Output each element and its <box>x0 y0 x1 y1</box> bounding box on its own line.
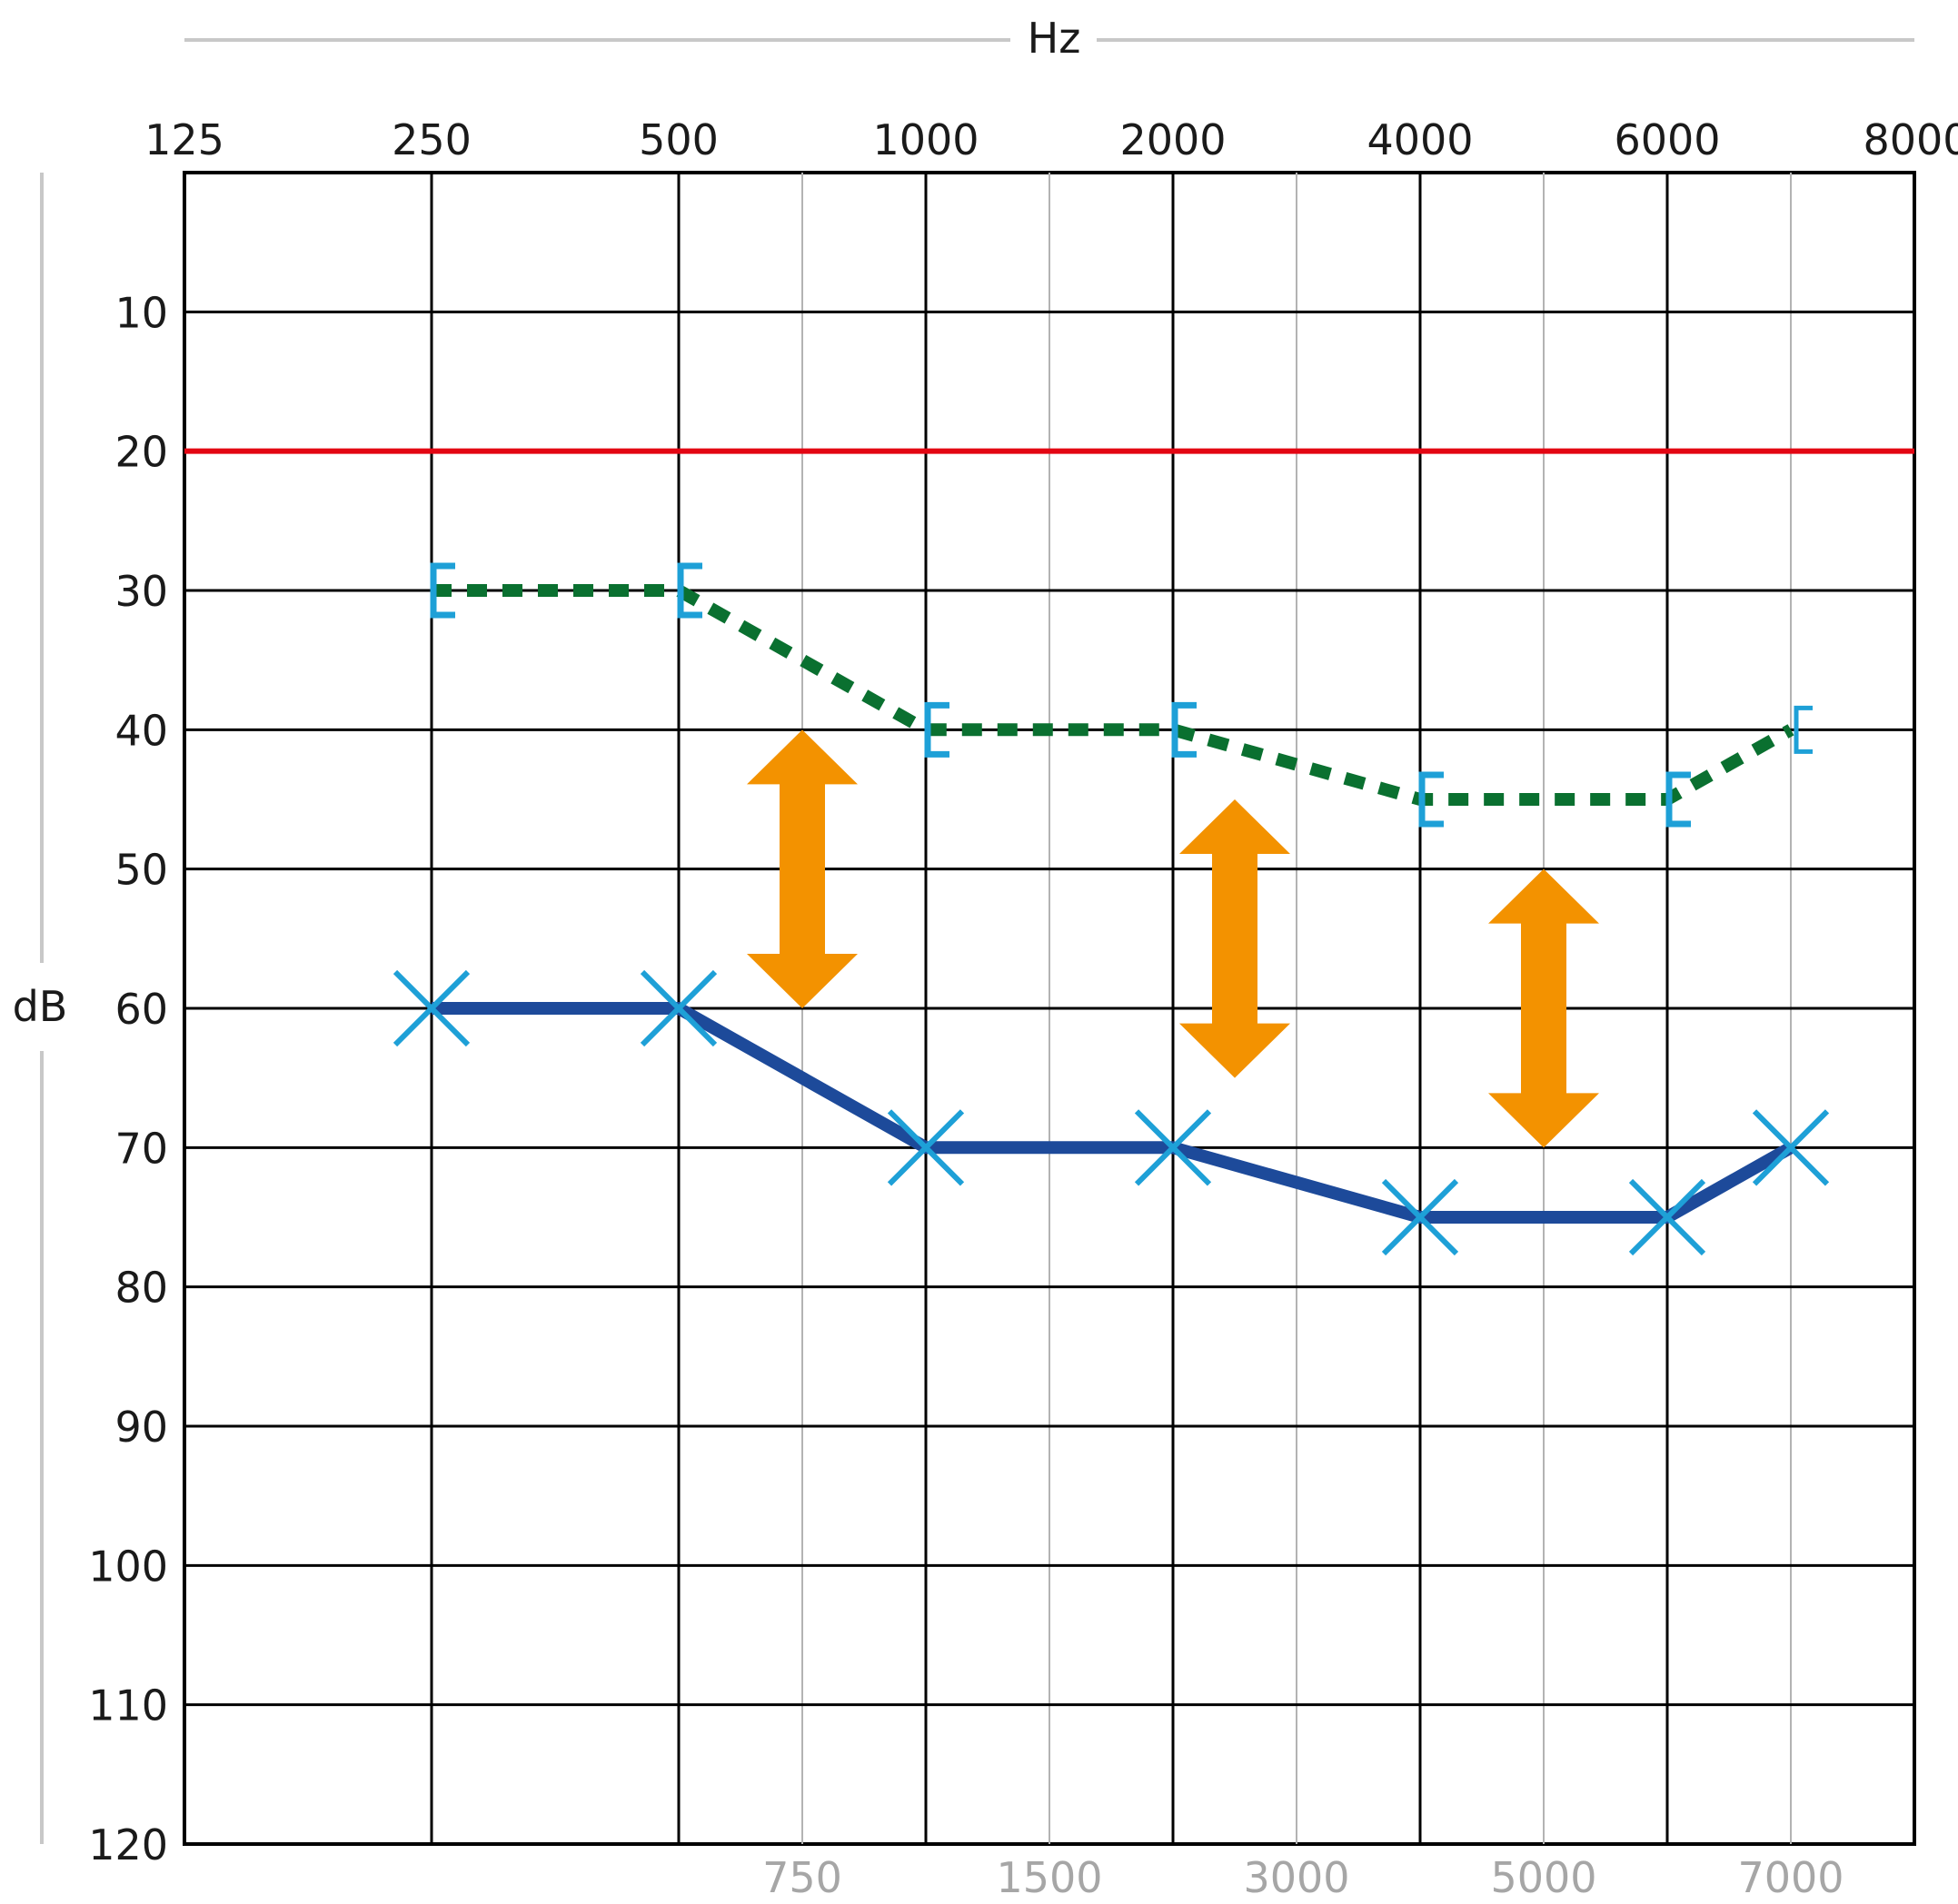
data-point-bracket <box>1418 771 1444 828</box>
double-arrow <box>1179 799 1290 1078</box>
x-tick-label: 125 <box>144 115 224 164</box>
y-tick-label: 10 <box>114 288 168 337</box>
axis-titles: Hz dB <box>13 14 1914 1844</box>
y-tick-label: 80 <box>114 1264 168 1313</box>
data-point-bracket <box>924 701 949 758</box>
tick-labels: 750 1500 3000 5000 7000 125 250 500 1000 2000 4000… <box>88 115 1958 1902</box>
x-minor-tick-label: 7000 <box>1737 1853 1844 1902</box>
y-tick-label: 120 <box>88 1820 168 1869</box>
series-line-dotted <box>432 584 1794 806</box>
y-tick-label: 40 <box>114 706 168 755</box>
x-minor-tick-label: 1500 <box>996 1853 1102 1902</box>
x-tick-label: 2000 <box>1119 115 1226 164</box>
y-axis-title: dB <box>13 982 68 1031</box>
x-tick-label: 4000 <box>1367 115 1473 164</box>
data-point-cross <box>1381 1178 1459 1256</box>
x-minor-tick-label: 750 <box>762 1853 842 1902</box>
data-point-cross <box>640 969 718 1047</box>
data-point-bracket <box>1171 701 1197 758</box>
data-point-bracket <box>1794 705 1813 754</box>
data-point-cross <box>1628 1178 1706 1256</box>
y-tick-label: 50 <box>114 846 168 895</box>
y-tick-label: 20 <box>114 428 168 477</box>
data-point-bracket <box>677 562 702 619</box>
y-tick-label: 90 <box>114 1403 168 1452</box>
series-line-solid <box>432 1002 1794 1224</box>
y-tick-label: 60 <box>114 985 168 1034</box>
double-arrow <box>1488 868 1599 1148</box>
data-point-cross <box>887 1109 965 1186</box>
x-tick-label: 250 <box>392 115 472 164</box>
data-point-bracket <box>1665 771 1691 828</box>
y-tick-label: 110 <box>88 1681 168 1730</box>
y-tick-label: 30 <box>114 567 168 616</box>
series-group <box>393 562 1830 1256</box>
x-tick-label: 8000 <box>1863 115 1958 164</box>
x-tick-label: 500 <box>639 115 719 164</box>
y-tick-label: 70 <box>114 1124 168 1173</box>
x-axis-title: Hz <box>1028 14 1081 63</box>
x-tick-label: 6000 <box>1614 115 1720 164</box>
data-point-cross <box>1134 1109 1212 1186</box>
double-arrow <box>747 729 858 1008</box>
data-point-bracket <box>430 562 455 619</box>
y-tick-label: 100 <box>88 1542 168 1591</box>
data-point-cross <box>393 969 471 1047</box>
data-point-cross <box>1752 1109 1830 1186</box>
x-minor-tick-label: 5000 <box>1490 1853 1596 1902</box>
x-minor-tick-label: 3000 <box>1243 1853 1349 1902</box>
x-tick-label: 1000 <box>872 115 979 164</box>
annotation-arrows <box>747 729 1599 1148</box>
